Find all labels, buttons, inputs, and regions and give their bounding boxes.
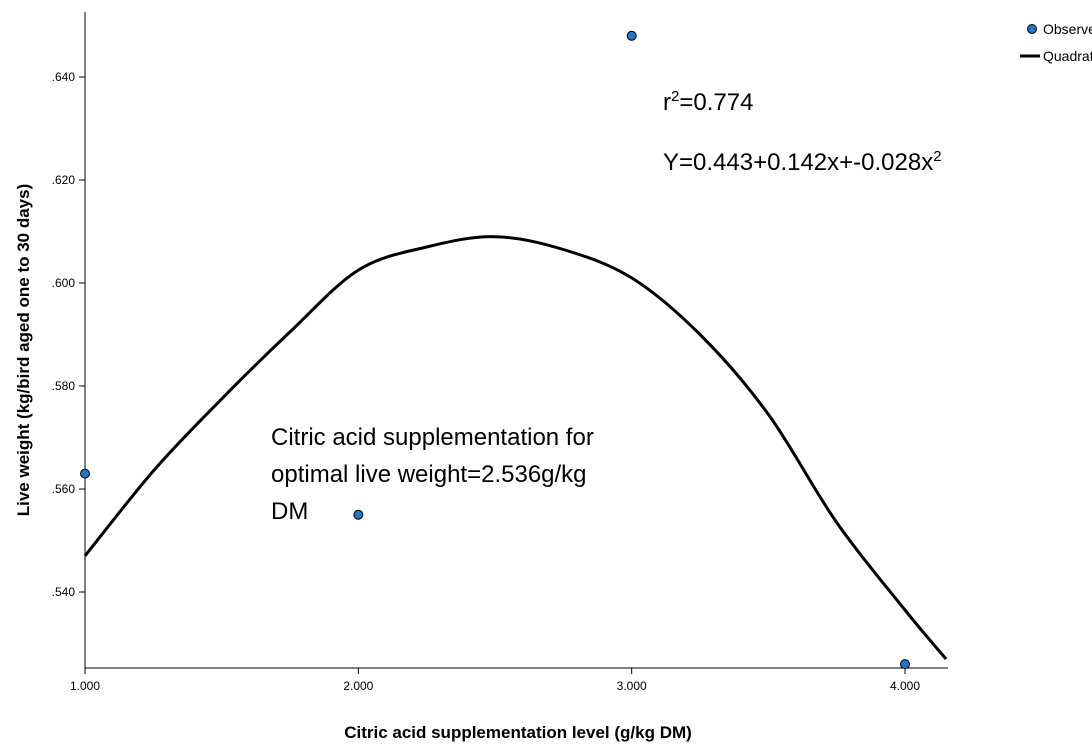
quadratic-curve — [83, 235, 948, 660]
x-axis-label: Citric acid supplementation level (g/kg … — [344, 723, 692, 742]
r-squared-superscript: 2 — [671, 88, 679, 105]
y-tick-label: .620 — [52, 173, 76, 187]
observed-points — [80, 30, 910, 670]
observed-point — [900, 659, 910, 670]
legend-quadratic-label: Quadratic — [1043, 48, 1092, 64]
r-squared-annotation: r2=0.774 — [663, 88, 753, 116]
x-tick-label: 3.000 — [617, 679, 647, 693]
y-tick-label: .580 — [52, 379, 76, 393]
y-tick-label: .540 — [52, 585, 76, 599]
observed-point — [626, 30, 637, 41]
legend-observed-marker — [1027, 24, 1037, 34]
legend-observed-label: Observed — [1043, 21, 1092, 37]
x-tick-label: 2.000 — [343, 679, 373, 693]
x-tick-label: 4.000 — [890, 679, 920, 693]
observed-point — [80, 468, 90, 479]
y-axis-label: Live weight (kg/bird aged one to 30 days… — [14, 184, 33, 517]
optimal-line-1: Citric acid supplementation for — [271, 424, 594, 451]
equation-annotation: Y=0.443+0.142x+-0.028x2 — [663, 148, 942, 176]
optimal-line-2: optimal live weight=2.536g/kg — [271, 461, 587, 488]
legend: Observed Quadratic — [1020, 21, 1092, 64]
r-squared-value: =0.774 — [679, 89, 753, 116]
equation-text: Y=0.443+0.142x+-0.028x — [663, 149, 933, 176]
equation-superscript: 2 — [933, 148, 941, 165]
optimal-annotation: Citric acid supplementation for optimal … — [271, 424, 601, 525]
x-tick-label: 1.000 — [70, 679, 100, 693]
observed-point — [353, 509, 364, 520]
r-squared-prefix: r — [663, 89, 671, 116]
y-tick-label: .640 — [52, 70, 76, 84]
x-ticks: 1.000 2.000 3.000 4.000 — [70, 668, 920, 693]
y-tick-label: .560 — [52, 482, 76, 496]
optimal-line-3: DM — [271, 498, 308, 525]
y-ticks: .540 .560 .580 .600 .620 .640 — [52, 70, 85, 599]
y-tick-label: .600 — [52, 276, 76, 290]
